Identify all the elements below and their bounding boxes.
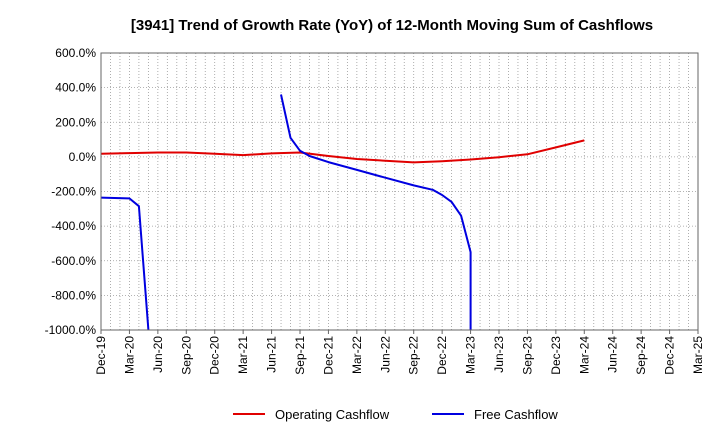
x-tick-label: Jun-23: [492, 336, 506, 373]
y-tick-label: 400.0%: [55, 81, 96, 95]
grid: [101, 53, 698, 330]
series-line-operating-cashflow: [100, 139, 585, 164]
x-tick-label: Dec-20: [208, 336, 222, 375]
x-tick-label: Mar-24: [577, 336, 591, 374]
legend-label: Free Cashflow: [474, 407, 558, 422]
x-tick-label: Dec-24: [663, 336, 677, 375]
x-tick-label: Dec-23: [549, 336, 563, 375]
x-tick-label: Sep-20: [179, 336, 193, 375]
series-line-free-cashflow: [280, 94, 472, 330]
x-tick-label: Sep-22: [407, 336, 421, 375]
series-layer: [100, 94, 585, 331]
y-tick-label: 200.0%: [55, 115, 96, 129]
y-tick-label: 600.0%: [55, 46, 96, 60]
x-tick-label: Mar-25: [691, 336, 705, 374]
x-tick-label: Mar-21: [236, 336, 250, 374]
x-tick-label: Sep-21: [293, 336, 307, 375]
y-tick-label: -200.0%: [51, 185, 96, 199]
x-tick-label: Sep-23: [520, 336, 534, 375]
x-tick-label: Sep-24: [634, 336, 648, 375]
x-tick-label: Jun-22: [378, 336, 392, 373]
legend-label: Operating Cashflow: [275, 407, 390, 422]
x-tick-label: Mar-20: [122, 336, 136, 374]
legend: Operating Cashflow Free Cashflow: [233, 407, 558, 422]
plot-frame: [100, 52, 699, 331]
x-tick-label: Jun-21: [265, 336, 279, 373]
y-tick-label: -400.0%: [51, 219, 96, 233]
x-tick-label: Jun-20: [151, 336, 165, 373]
x-tick-label: Mar-23: [464, 336, 478, 374]
x-tick-label: Jun-24: [606, 336, 620, 373]
axes: 600.0% 400.0% 200.0% 0.0% -200.0% -400.0% -600…: [45, 46, 705, 375]
x-tick-label: Dec-19: [94, 336, 108, 375]
y-tick-label: -1000.0%: [45, 323, 97, 337]
x-tick-label: Mar-22: [350, 336, 364, 374]
series-line-free-cashflow: [100, 196, 150, 331]
chart-title: [3941] Trend of Growth Rate (YoY) of 12-…: [131, 17, 653, 34]
y-tick-label: -600.0%: [51, 254, 96, 268]
y-tick-label: -800.0%: [51, 288, 96, 302]
x-tick-label: Dec-22: [435, 336, 449, 375]
x-tick-label: Dec-21: [321, 336, 335, 375]
y-tick-label: 0.0%: [69, 150, 97, 164]
